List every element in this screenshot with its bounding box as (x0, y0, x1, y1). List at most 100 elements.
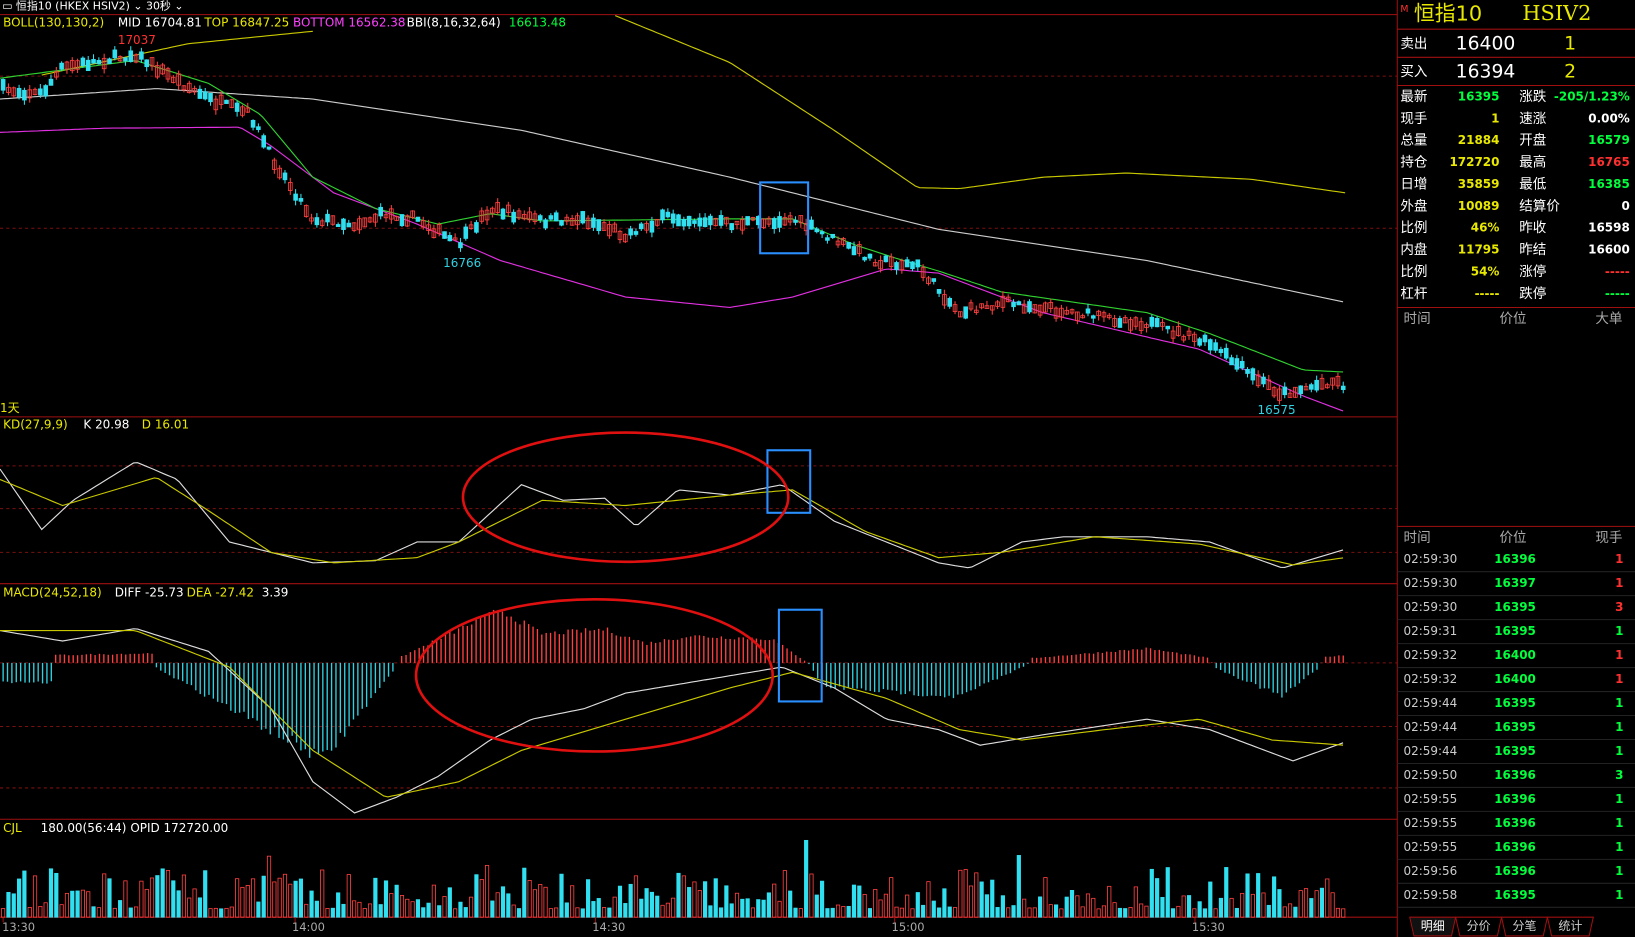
candle-body (404, 215, 410, 227)
volume-bar (777, 900, 782, 918)
volume-bar (532, 889, 538, 918)
indicator-name[interactable]: KD(27,9,9) (3, 418, 67, 432)
candle-body (979, 303, 984, 309)
volume-bar (479, 879, 484, 918)
volume-bar (905, 894, 910, 918)
candle-body (1144, 324, 1149, 328)
volume-bar (187, 897, 192, 918)
volume-bar (91, 906, 96, 918)
indicator-value: TOP 16847.25 (203, 15, 289, 29)
tab-label[interactable]: 分价 (1467, 919, 1491, 933)
candle-body (192, 87, 197, 93)
candle-body (133, 54, 139, 63)
volume-bar (495, 892, 500, 918)
indicator-name[interactable]: MACD(24,52,18) (3, 586, 102, 600)
trade-time: 02:59:55 (1404, 792, 1458, 806)
volume-bar (952, 907, 958, 918)
volume-bar (548, 908, 553, 918)
candle-body (330, 215, 336, 225)
volume-bar (458, 901, 463, 918)
candle-body (702, 217, 708, 228)
bid-label: 买入 (1400, 64, 1428, 80)
kd-d (0, 477, 1344, 566)
volume-bar (325, 908, 330, 918)
code: (HKEX HSIV2) (55, 0, 130, 12)
candle-body (1176, 326, 1181, 336)
trade-qty: 1 (1615, 720, 1623, 734)
tab-label[interactable]: 统计 (1558, 919, 1582, 933)
candle-body (452, 237, 458, 241)
volume-bar (1298, 890, 1303, 918)
volume-bar (522, 867, 527, 918)
indicator-name[interactable]: BOLL(130,130,2) (3, 15, 104, 29)
field-label: 最高 (1519, 154, 1546, 171)
candle-body (633, 231, 639, 235)
candle-body (447, 235, 453, 242)
volume-bar (128, 907, 133, 918)
column-header: 价位 (1499, 311, 1526, 327)
tab-shape[interactable] (1546, 916, 1594, 937)
tab-shape[interactable] (1455, 916, 1503, 937)
volume-bar (649, 891, 654, 918)
volume-bar (314, 900, 319, 918)
volume-bar (793, 907, 798, 918)
candle-body (1324, 384, 1330, 389)
candle-body (69, 60, 75, 72)
candle-body (1335, 375, 1341, 387)
candle-body (1287, 392, 1293, 398)
indicator-name[interactable]: CJL (3, 821, 22, 835)
candle-body (367, 217, 373, 223)
candle-body (846, 242, 851, 249)
volume-bar (718, 907, 724, 918)
volume-bar (160, 868, 165, 918)
volume-bar (203, 870, 208, 918)
candle-body (272, 159, 277, 170)
field-label: 速涨 (1519, 111, 1547, 127)
field-value: 21884 (1458, 133, 1500, 147)
generated-marks: 13:30 14:00 14:30 15:00 15:30 (0, 15, 1346, 934)
candle-body (1245, 368, 1250, 374)
candle-body (1069, 309, 1075, 314)
volume-bar (713, 878, 718, 918)
volume-bar (766, 892, 771, 918)
candle-body (1234, 358, 1240, 370)
volume-bar (692, 881, 697, 918)
highlight-box (777, 608, 823, 703)
candle-body (931, 278, 937, 282)
candle-body (426, 224, 431, 231)
volume-bar (772, 883, 777, 918)
candle-body (27, 89, 33, 99)
interval[interactable]: 30秒 (146, 0, 171, 12)
tab-label[interactable]: 分笔 (1512, 918, 1536, 933)
tab-shape[interactable] (1500, 916, 1549, 937)
candle-body (442, 231, 447, 239)
tab-label[interactable]: 明细 (1421, 919, 1445, 933)
volume-bar (963, 869, 968, 918)
period-label: 1天 (0, 401, 20, 415)
candle-body (745, 216, 750, 226)
volume-bar (1123, 908, 1128, 918)
volume-bar (1048, 904, 1053, 918)
volume-bar (830, 907, 835, 918)
field-label: 杠杆 (1400, 286, 1428, 302)
volume-bar (133, 906, 139, 918)
volume-bar (1282, 906, 1287, 918)
trade-price: 16400 (1494, 648, 1536, 662)
trade-price: 16395 (1494, 624, 1536, 638)
boll-bottom (0, 126, 1344, 412)
candle-body (740, 219, 745, 231)
volume-bar (931, 900, 936, 918)
candle-body (415, 216, 421, 222)
tab-shape[interactable] (1409, 916, 1457, 937)
candle-body (1101, 312, 1107, 318)
candle-body (1075, 311, 1080, 322)
trade-price: 16395 (1494, 600, 1536, 614)
volume-bar (867, 908, 873, 918)
trade-time: 02:59:30 (1404, 600, 1458, 614)
volume-bar (330, 907, 335, 918)
candle-body (139, 51, 144, 60)
volume-bar (1208, 881, 1213, 918)
candle-body (32, 88, 38, 95)
candle-body (64, 61, 70, 70)
field-value: 16765 (1588, 155, 1630, 169)
